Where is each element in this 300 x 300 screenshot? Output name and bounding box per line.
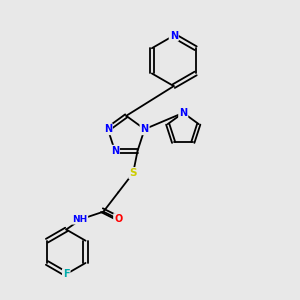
Text: N: N [170,31,178,40]
Text: NH: NH [72,214,87,224]
Text: F: F [63,269,70,279]
Text: N: N [140,124,149,134]
Text: S: S [129,168,137,178]
Text: O: O [114,214,122,224]
Text: N: N [104,124,112,134]
Text: N: N [179,108,187,118]
Text: N: N [111,146,119,156]
